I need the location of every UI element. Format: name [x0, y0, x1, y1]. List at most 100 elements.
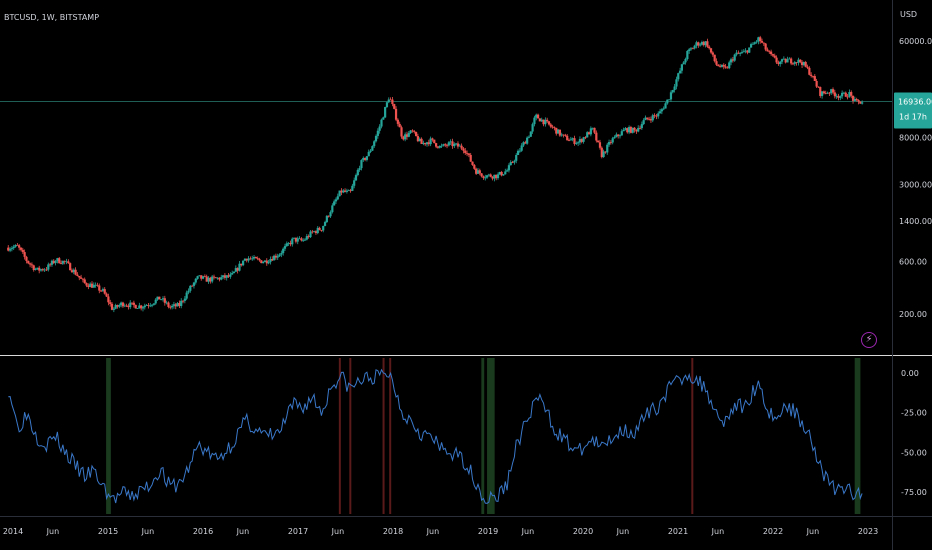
candle-body: [571, 138, 574, 140]
candle-body: [405, 134, 409, 137]
candle-body: [489, 174, 492, 177]
candle-body: [76, 274, 79, 276]
candle-body: [158, 296, 161, 300]
candle-body: [589, 128, 592, 135]
candle-body: [303, 239, 307, 241]
time-axis-tick: Jun: [806, 527, 820, 536]
candle-body: [85, 283, 88, 286]
candle-body: [258, 258, 261, 261]
candle-body: [223, 275, 227, 278]
candle-body: [699, 44, 702, 46]
candle-body: [138, 305, 141, 309]
candle-body: [617, 134, 620, 136]
top-zone-highlight: [338, 358, 341, 514]
candle-body: [418, 138, 421, 142]
candle-body: [291, 238, 294, 245]
candle-body: [637, 127, 640, 132]
candle-body: [167, 302, 170, 307]
candle-body: [305, 236, 308, 240]
candle-body: [296, 238, 299, 242]
candle-body: [618, 135, 622, 137]
candle-body: [839, 96, 842, 98]
candle-body: [527, 136, 531, 138]
candle-body: [282, 248, 285, 254]
candle-body: [425, 142, 429, 145]
candle-body: [753, 42, 756, 44]
candle-body: [606, 144, 609, 153]
candle-body: [380, 119, 383, 127]
candle-body: [693, 45, 696, 49]
candle-body: [498, 171, 501, 175]
candle-body: [598, 142, 602, 148]
candle-body: [411, 130, 414, 132]
candle-body: [358, 168, 361, 170]
candle-body: [203, 276, 206, 278]
candle-body: [247, 258, 250, 261]
candle-body: [844, 92, 847, 97]
time-axis-tick: 2014: [3, 527, 23, 536]
candle-body: [424, 142, 427, 145]
lightning-icon[interactable]: ⚡: [861, 332, 877, 348]
candle-body: [624, 128, 627, 130]
oscillator-axis-tick: 0.00: [901, 369, 919, 378]
candle-body: [731, 59, 734, 61]
candle-body: [218, 277, 221, 280]
candle-body: [500, 171, 503, 176]
candle-body: [857, 100, 860, 102]
candle-body: [615, 134, 618, 137]
candle-body: [98, 285, 101, 291]
candle-body: [496, 174, 500, 179]
candle-body: [584, 137, 587, 139]
candle-body: [780, 59, 784, 62]
candle-body: [320, 230, 323, 231]
candle-body: [334, 199, 338, 202]
candle-body: [546, 119, 549, 122]
candle-body: [353, 180, 356, 186]
candle-body: [72, 269, 75, 273]
candle-body: [853, 99, 856, 101]
candle-body: [201, 276, 205, 279]
candle-body: [141, 307, 145, 309]
candle-body: [831, 89, 835, 93]
candle-body: [560, 134, 563, 136]
candle-body: [416, 136, 420, 142]
candle-body: [125, 305, 128, 307]
candle-body: [360, 160, 363, 169]
candle-body: [768, 51, 771, 53]
candle-body: [413, 131, 416, 133]
candle-body: [10, 248, 13, 250]
candle-body: [533, 117, 536, 125]
candle-body: [597, 140, 600, 143]
last-price-value: 16936.00: [898, 98, 932, 107]
candle-body: [620, 131, 623, 136]
candle-body: [715, 61, 718, 65]
candle-body: [830, 89, 833, 94]
candle-body: [251, 258, 254, 260]
candle-body: [841, 92, 844, 97]
candle-body: [362, 158, 365, 161]
candle-body: [70, 270, 74, 273]
candle-body: [487, 174, 491, 176]
candle-body: [671, 90, 674, 93]
candle-body: [642, 120, 645, 125]
price-axis-tick: 8000.00: [899, 133, 932, 142]
candle-body: [14, 244, 17, 247]
candle-body: [116, 305, 119, 307]
price-axis-tick: 3000.00: [899, 180, 932, 189]
candle-body: [668, 99, 671, 101]
candle-body: [67, 261, 70, 264]
candle-body: [520, 145, 523, 151]
candle-body: [32, 265, 35, 270]
candle-body: [689, 48, 693, 50]
candle-body: [376, 130, 379, 136]
candle-body: [58, 258, 61, 264]
candle-body: [806, 66, 809, 68]
candle-body: [688, 49, 691, 51]
candle-body: [132, 302, 135, 305]
time-axis-tick: Jun: [46, 527, 60, 536]
candle-body: [649, 119, 653, 121]
candle-body: [227, 275, 230, 277]
candle-body: [272, 255, 276, 261]
candle-body: [604, 151, 607, 153]
